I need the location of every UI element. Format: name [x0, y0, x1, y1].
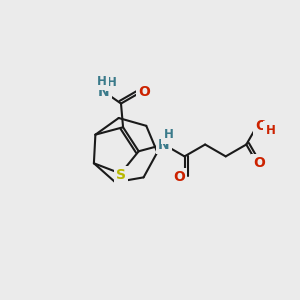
Text: H: H: [164, 128, 173, 142]
Text: S: S: [116, 168, 126, 182]
Text: N: N: [98, 85, 110, 99]
Text: H: H: [266, 124, 275, 136]
Text: O: O: [255, 118, 267, 133]
Text: H: H: [107, 76, 117, 89]
Text: H: H: [97, 75, 106, 88]
Text: O: O: [138, 85, 150, 99]
Text: O: O: [253, 156, 265, 170]
Text: N: N: [158, 137, 170, 152]
Text: O: O: [173, 170, 185, 184]
